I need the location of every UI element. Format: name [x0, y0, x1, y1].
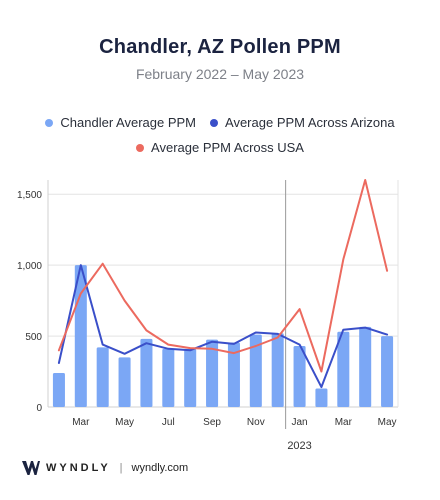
- line-usa: [57, 179, 389, 373]
- y-tick-label: 0: [36, 403, 42, 414]
- x-tick-label: Nov: [247, 417, 265, 428]
- bar-chandler-2023-02: [315, 388, 328, 407]
- legend-label-arizona: Average PPM Across Arizona: [225, 115, 395, 130]
- chart-subtitle: February 2022 – May 2023: [135, 66, 305, 82]
- year-label: 2023: [287, 440, 311, 452]
- legend-item-usa[interactable]: Average PPM Across USA: [136, 140, 304, 155]
- bar-chandler-2023-05: [381, 336, 394, 407]
- footer-brand: WYNDLY: [46, 462, 111, 474]
- y-tick-label: 500: [25, 332, 42, 343]
- bar-chandler-2023-01: [293, 345, 306, 407]
- bar-chandler-2023-03: [337, 331, 350, 407]
- bar-chandler-2022-08: [184, 348, 197, 407]
- bar-chandler-2022-10: [227, 342, 240, 407]
- x-tick-label: Mar: [335, 417, 353, 428]
- x-tick-label: Sep: [203, 417, 221, 428]
- wyndly-logo-icon: [22, 461, 40, 475]
- bar-chandler-2022-11: [249, 334, 262, 407]
- x-tick-label: May: [378, 417, 397, 428]
- bar-chandler-2022-07: [162, 348, 175, 407]
- bar-chandler-2023-04: [359, 326, 372, 407]
- legend-row-1: Chandler Average PPM Average PPM Across …: [0, 115, 440, 130]
- legend-label-chandler: Chandler Average PPM: [60, 115, 197, 130]
- legend-item-arizona[interactable]: Average PPM Across Arizona: [210, 115, 395, 130]
- x-tick-label: Jan: [292, 417, 308, 428]
- bar-chandler-2022-04: [96, 347, 109, 407]
- bar-chandler-2022-12: [271, 333, 284, 407]
- footer: WYNDLY | wyndly.com: [22, 461, 188, 475]
- y-tick-label: 1,500: [17, 190, 42, 201]
- bar-chandler-2022-02: [52, 372, 65, 407]
- footer-site-link[interactable]: wyndly.com: [131, 462, 189, 474]
- legend-item-chandler[interactable]: Chandler Average PPM: [45, 115, 196, 130]
- legend-swatch-usa: [136, 143, 145, 152]
- x-tick-label: Jul: [162, 417, 175, 428]
- line-arizona: [57, 264, 389, 389]
- legend-label-usa: Average PPM Across USA: [151, 140, 304, 155]
- bar-chandler-2022-06: [140, 338, 153, 407]
- bar-chandler-2022-05: [118, 357, 131, 407]
- x-tick-label: Mar: [72, 417, 90, 428]
- x-tick-label: May: [115, 417, 134, 428]
- legend-row-2: Average PPM Across USA: [0, 140, 440, 155]
- y-tick-label: 1,000: [17, 261, 42, 272]
- footer-separator: |: [119, 462, 123, 474]
- chart-title: Chandler, AZ Pollen PPM: [99, 36, 341, 58]
- bar-chandler-2022-09: [206, 339, 219, 407]
- legend-swatch-arizona: [210, 118, 219, 127]
- pollen-chart: 0 500 1,000 1,500 Mar May Jul Sep Nov Jan Mar May 20…: [17, 179, 399, 452]
- legend-swatch-chandler: [45, 118, 54, 127]
